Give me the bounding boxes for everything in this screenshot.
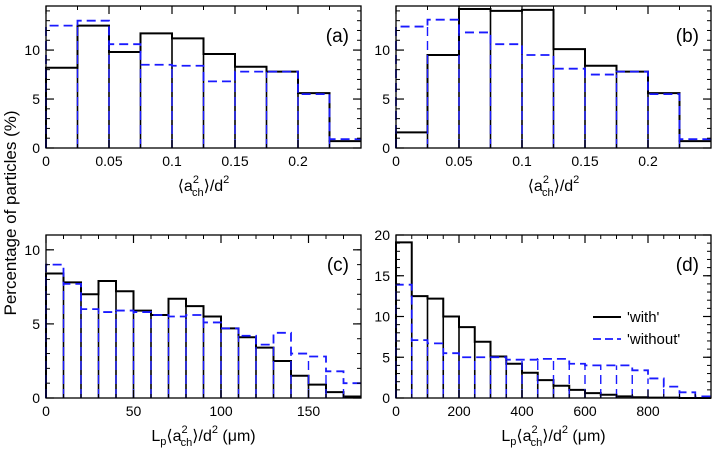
x-tick-label-a: 0.15 bbox=[221, 153, 248, 169]
x-tick-label-c: 100 bbox=[209, 403, 233, 419]
series-without-c bbox=[45, 263, 361, 398]
y-tick-label-b: 0 bbox=[382, 140, 390, 156]
legend-label-without: 'without' bbox=[627, 331, 680, 348]
x-label-part: ⟨a bbox=[178, 178, 193, 195]
x-label-part: L bbox=[151, 428, 160, 445]
x-tick-label-a: 0.05 bbox=[95, 153, 122, 169]
x-tick-label-b: 0.2 bbox=[638, 153, 658, 169]
y-tick-label-c: 5 bbox=[32, 316, 40, 332]
x-tick-label-d: 0 bbox=[392, 403, 400, 419]
x-tick-label-c: 50 bbox=[126, 403, 142, 419]
y-tick-label-b: 10 bbox=[374, 42, 390, 58]
x-label-part: ⟩/d bbox=[542, 428, 562, 445]
x-label-sup: 2 bbox=[223, 174, 229, 186]
y-tick-label-c: 0 bbox=[32, 390, 40, 406]
series-without-a bbox=[45, 19, 361, 148]
panel-label-a: (a) bbox=[326, 26, 349, 47]
x-label-part: ⟩/d bbox=[204, 178, 224, 195]
y-tick-label-d: 20 bbox=[374, 227, 390, 243]
x-label-part: ⟨a bbox=[516, 428, 531, 445]
x-label-sub: p bbox=[160, 436, 166, 448]
x-tick-label-d: 600 bbox=[573, 403, 597, 419]
y-axis-label: Percentage of particles (%) bbox=[1, 110, 20, 315]
x-tick-label-d: 400 bbox=[510, 403, 534, 419]
x-label-part: ⟨a bbox=[528, 178, 543, 195]
y-tick-label-a: 0 bbox=[32, 140, 40, 156]
y-tick-label-a: 5 bbox=[32, 91, 40, 107]
x-label-sub: ch bbox=[531, 437, 543, 449]
x-label-sup: 2 bbox=[532, 424, 538, 436]
panel-label-b: (b) bbox=[676, 26, 699, 47]
x-tick-label-b: 0.1 bbox=[512, 153, 532, 169]
x-label-part: L bbox=[501, 428, 510, 445]
y-tick-label-c: 10 bbox=[24, 242, 40, 258]
x-tick-label-a: 0.2 bbox=[288, 153, 308, 169]
y-tick-label-a: 10 bbox=[24, 42, 40, 58]
legend-label-with: 'with' bbox=[627, 309, 660, 326]
x-label-sub: ch bbox=[192, 187, 204, 199]
x-tick-label-a: 0 bbox=[42, 153, 50, 169]
x-tick-label-c: 150 bbox=[297, 403, 321, 419]
x-axis-label-b: ⟨a2 ch⟩/d2 bbox=[528, 174, 580, 199]
x-label-sup: 2 bbox=[212, 424, 218, 436]
x-label-part: ⟩/d bbox=[192, 428, 212, 445]
x-label-sup: 2 bbox=[562, 424, 568, 436]
x-tick-label-b: 0.05 bbox=[445, 153, 472, 169]
y-tick-label-d: 15 bbox=[374, 268, 390, 284]
x-tick-label-d: 800 bbox=[636, 403, 660, 419]
y-tick-label-b: 5 bbox=[382, 91, 390, 107]
x-label-sub: ch bbox=[542, 187, 554, 199]
x-label-sup: 2 bbox=[182, 424, 188, 436]
x-tick-label-a: 0.1 bbox=[162, 153, 182, 169]
y-tick-label-d: 5 bbox=[382, 349, 390, 365]
panel-label-d: (d) bbox=[676, 255, 699, 276]
x-label-sup: 2 bbox=[573, 174, 579, 186]
x-tick-label-b: 0.15 bbox=[571, 153, 598, 169]
y-tick-label-d: 10 bbox=[374, 309, 390, 325]
x-tick-label-c: 0 bbox=[42, 403, 50, 419]
x-tick-label-d: 200 bbox=[447, 403, 471, 419]
x-label-part: ⟨a bbox=[166, 428, 181, 445]
x-label-sub: ch bbox=[181, 437, 193, 449]
panel-label-c: (c) bbox=[327, 255, 349, 276]
x-label-unit: (μm) bbox=[218, 428, 256, 445]
x-label-sub: p bbox=[510, 436, 516, 448]
series-without-b bbox=[395, 18, 711, 148]
x-label-unit: (μm) bbox=[568, 428, 606, 445]
series-without-d bbox=[395, 283, 711, 398]
x-axis-label-c: Lp⟨a2 ch⟩/d2 (μm) bbox=[151, 424, 255, 449]
x-axis-label-d: Lp⟨a2 ch⟩/d2 (μm) bbox=[501, 424, 605, 449]
x-label-sup: 2 bbox=[193, 174, 199, 186]
x-tick-label-b: 0 bbox=[392, 153, 400, 169]
x-axis-label-a: ⟨a2 ch⟩/d2 bbox=[178, 174, 230, 199]
y-tick-label-d: 0 bbox=[382, 390, 390, 406]
x-label-part: ⟩/d bbox=[554, 178, 574, 195]
x-label-sup: 2 bbox=[543, 174, 549, 186]
